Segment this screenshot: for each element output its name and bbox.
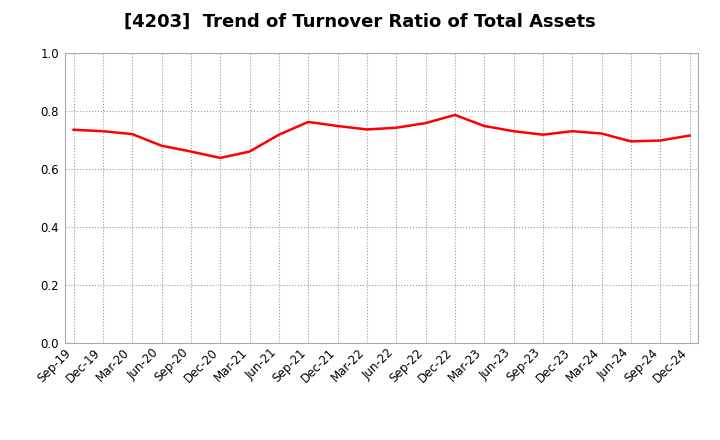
Text: [4203]  Trend of Turnover Ratio of Total Assets: [4203] Trend of Turnover Ratio of Total … [124,13,596,31]
